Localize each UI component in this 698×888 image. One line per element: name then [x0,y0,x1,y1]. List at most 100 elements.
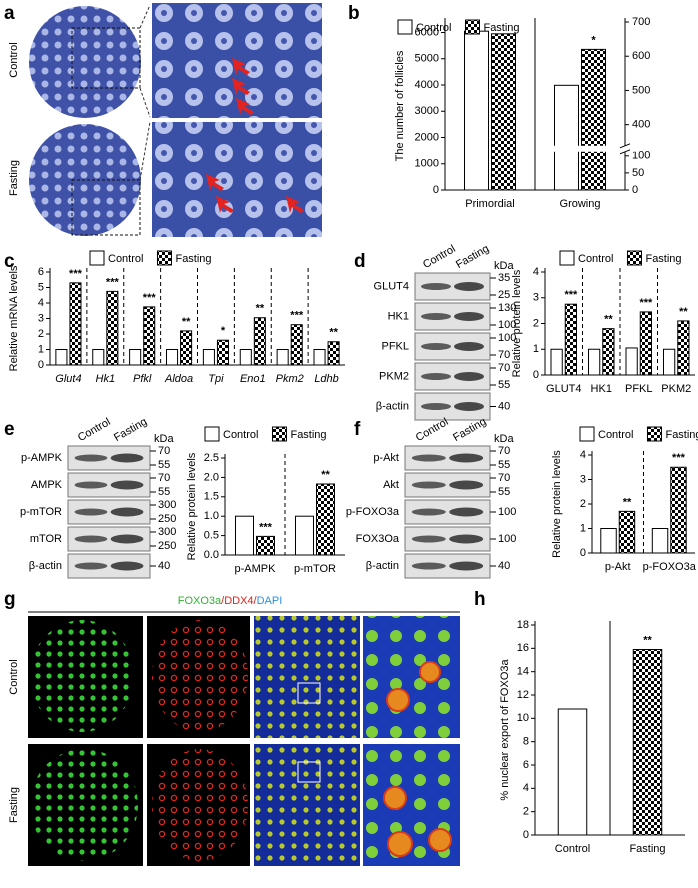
marker-label: 55 [498,379,510,391]
merge-image [254,744,360,866]
break-mark [619,149,631,155]
y-tick-label: 1 [533,343,539,355]
blot-row-label: β-actin [376,400,409,412]
blot-band [449,534,484,544]
bar [632,649,663,836]
blot-column-label: Fasting [112,416,149,444]
blot-row-label: PKM2 [379,370,409,382]
legend-swatch [204,426,220,442]
significance: ** [321,469,330,481]
significance: ** [604,314,613,326]
marker-label: 130 [498,302,516,314]
blot-band [421,373,451,380]
blot-band [110,561,144,571]
y-tick-label: 1 [38,343,44,355]
axis-break [536,145,638,152]
legend-swatch [89,250,105,266]
y-tick-label: 0.5 [204,530,219,542]
y-tick-label: 2 [523,806,529,818]
y-tick-label: 0 [523,829,529,841]
arrow [206,174,224,191]
legend-label: Control [578,253,613,265]
title-part: / [221,595,225,607]
x-tick-label: Hk1 [96,373,116,385]
y-tick-label: 2.0 [204,471,219,483]
legend-swatch [271,426,287,442]
panel-g-images [28,611,460,866]
panel-letter: f [354,419,361,440]
bar [464,30,489,191]
legend-swatch [579,426,595,442]
zoom-line [139,87,151,118]
y2-tick-label: 0 [632,184,638,196]
y-tick-label: 0 [433,184,439,196]
bar [316,483,335,556]
marker-label: 300 [158,499,176,511]
ddx4-image [152,620,248,732]
zoom-box [71,179,141,236]
y-tick-label: 14 [517,666,529,678]
blot-band [411,508,446,516]
y-tick-label: 16 [517,642,529,654]
marker-label: 70 [158,472,170,484]
title-part: DDX4 [224,595,253,607]
break-mark [619,143,631,149]
zoom-line [139,121,151,181]
y-tick-label: 4 [523,782,529,794]
panel-letter: b [348,3,360,24]
x-tick-label: HK1 [591,383,612,395]
oocyte [386,688,410,712]
blot-band [421,313,451,320]
y-tick-label: 5 [38,281,44,293]
bar [92,349,105,366]
y-tick-label: 6 [38,266,44,278]
bar [581,48,606,191]
merge-image [254,616,360,738]
y-tick-label: 2.5 [204,452,219,464]
significance: * [591,34,596,46]
blot-band [421,283,451,290]
row-label: Fasting [8,160,20,196]
bar [313,349,326,366]
panel-letter: a [4,3,15,24]
blot-band [421,343,451,350]
y-tick-label: 8 [523,736,529,748]
y-tick-label: 4 [38,297,44,309]
significance: *** [106,276,120,288]
x-tick-label: PKM2 [661,383,691,395]
blot-row-label: p-Akt [373,452,399,464]
zoom-line [139,4,151,29]
bar [639,311,652,376]
significance: ** [182,316,191,328]
y-tick-label: 0 [533,369,539,381]
blot-row-label: β-actin [29,560,62,572]
y-axis-label: Relative protein levels [186,452,198,560]
bar [106,290,119,366]
marker-label: 70 [498,349,510,361]
y-axis-label: The number of follicles [394,50,406,161]
blot-band [454,312,484,321]
legend-swatch [156,250,172,266]
marker-label: 40 [498,560,510,572]
x-tick-label: Pkm2 [276,373,304,385]
title-part: DAPI [257,595,283,607]
marker-label: 55 [158,459,170,471]
zoom-box [297,761,321,783]
blot-row-label: Akt [383,479,399,491]
bar [202,349,215,366]
y-tick-label: 0 [38,359,44,371]
bar [69,282,82,366]
blot-row-label: FOX3Oa [356,533,400,545]
bar [588,348,601,376]
x-tick-label: Control [555,843,590,855]
x-tick-label: p-FOXO3a [643,561,697,573]
g-title: FOXO3a/DDX4/DAPI [178,595,283,607]
bar [276,349,289,366]
significance: * [221,325,226,337]
ddx4-image [152,749,248,861]
blot-band [454,372,484,381]
significance: *** [290,310,304,322]
blot-band [110,534,144,544]
bar [554,84,579,191]
y-tick-label: 2 [533,317,539,329]
